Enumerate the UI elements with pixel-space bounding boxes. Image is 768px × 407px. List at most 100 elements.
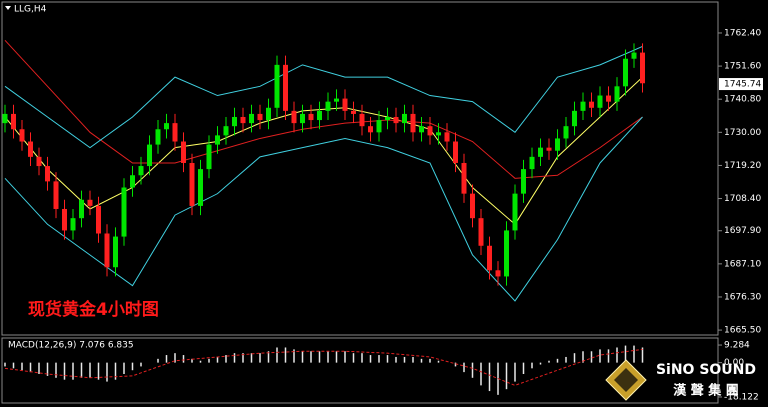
- candle-body: [504, 230, 509, 277]
- candle-body: [19, 129, 25, 142]
- candle-body: [206, 144, 212, 170]
- candle-body: [147, 144, 152, 167]
- candle-body: [614, 86, 620, 102]
- logo-icon-inner: [614, 368, 638, 392]
- candle-body: [96, 205, 101, 234]
- candle-body: [623, 58, 628, 87]
- candle-body: [53, 181, 59, 209]
- candle-body: [351, 110, 356, 114]
- candle-body: [589, 101, 594, 108]
- main-frame: [1, 1, 719, 336]
- candle-body: [257, 113, 263, 121]
- candle-body: [274, 64, 280, 108]
- candle-body: [461, 162, 467, 194]
- candle-body: [121, 187, 127, 237]
- y-tick-label: 1676.30: [724, 292, 761, 302]
- y-tick-label: 1697.90: [724, 226, 761, 236]
- candle-body: [181, 141, 186, 163]
- y-tick-label: 0.00: [724, 358, 744, 368]
- candle-body: [249, 113, 254, 124]
- candle-body: [419, 126, 424, 133]
- annotation: 现货黄金4小时图: [28, 299, 159, 320]
- last-price-label: 1745.74: [724, 80, 761, 90]
- candle-body: [495, 270, 501, 277]
- candle-body: [376, 120, 382, 133]
- logo: SiNO SOUND 漢 聲 集 團: [605, 359, 756, 401]
- y-tick-label: 1751.60: [724, 62, 761, 72]
- macd-signal: [4, 348, 643, 386]
- y-tick-label: 1687.10: [724, 259, 761, 269]
- candle-body: [529, 156, 535, 170]
- candle-body: [453, 141, 458, 163]
- candle-body: [606, 95, 611, 102]
- candle-body: [28, 141, 33, 157]
- candle-body: [512, 193, 518, 231]
- candle-body: [470, 193, 475, 219]
- last-price-box: [719, 78, 763, 91]
- candle-body: [87, 199, 93, 206]
- candle-body: [325, 101, 331, 111]
- candle-body: [427, 126, 433, 136]
- candle-body: [444, 132, 450, 142]
- candle-body: [223, 126, 229, 136]
- candle-body: [300, 113, 305, 124]
- candle-body: [138, 166, 144, 176]
- candle-body: [342, 98, 348, 111]
- candle-body: [436, 132, 441, 136]
- y-tick-label: 1719.20: [724, 161, 761, 171]
- y-tick-label: 1665.50: [724, 326, 761, 336]
- candle-body: [45, 166, 50, 182]
- candle-body: [113, 236, 118, 268]
- candle-body: [385, 116, 390, 121]
- y-tick-label: 1730.00: [724, 128, 761, 138]
- candle-body: [478, 218, 484, 246]
- candle-body: [334, 98, 339, 102]
- candle-body: [240, 116, 246, 124]
- candle-body: [164, 123, 169, 130]
- candle-body: [317, 110, 322, 121]
- candle-body: [393, 116, 399, 124]
- chart-title: LLG,H4: [14, 5, 47, 15]
- candle-body: [580, 101, 586, 111]
- logo-name: SiNO SOUND: [656, 362, 756, 378]
- candle-body: [546, 147, 552, 151]
- candle-body: [198, 169, 203, 206]
- candle-body: [266, 107, 271, 121]
- y-tick-label: 1740.80: [724, 95, 761, 105]
- candle-body: [308, 113, 314, 121]
- y-tick-label: 1708.40: [724, 194, 761, 204]
- candle-body: [538, 147, 543, 157]
- indicator-line: [4, 76, 643, 226]
- indicator-line: [4, 116, 643, 302]
- candle-body: [172, 123, 178, 142]
- candle-body: [402, 113, 407, 124]
- candle-body: [563, 126, 569, 139]
- candle-body: [62, 208, 67, 231]
- candle-body: [79, 199, 84, 219]
- candle-body: [410, 113, 416, 133]
- candle-body: [572, 110, 577, 127]
- macd-frame: [1, 337, 719, 404]
- candle-body: [283, 64, 288, 111]
- candle-body: [291, 110, 297, 124]
- y-tick-label: 1762.40: [724, 28, 761, 38]
- candle-body: [640, 52, 645, 84]
- y-tick-label: -18.122: [724, 392, 759, 402]
- candle-body: [631, 52, 637, 59]
- candle-body: [2, 113, 8, 124]
- candle-body: [104, 233, 110, 268]
- candle-body: [368, 126, 373, 133]
- candle-body: [597, 95, 603, 108]
- candle-body: [521, 169, 526, 194]
- logo-subtitle: 漢 聲 集 團: [673, 383, 739, 399]
- candle-body: [215, 135, 220, 145]
- candle-body: [36, 156, 42, 167]
- candle-body: [487, 245, 492, 271]
- candle-body: [232, 116, 237, 127]
- indicator-line: [4, 46, 643, 149]
- candle-body: [555, 138, 560, 151]
- candle-body: [155, 129, 161, 145]
- candle-body: [359, 113, 365, 127]
- candle-body: [130, 175, 135, 188]
